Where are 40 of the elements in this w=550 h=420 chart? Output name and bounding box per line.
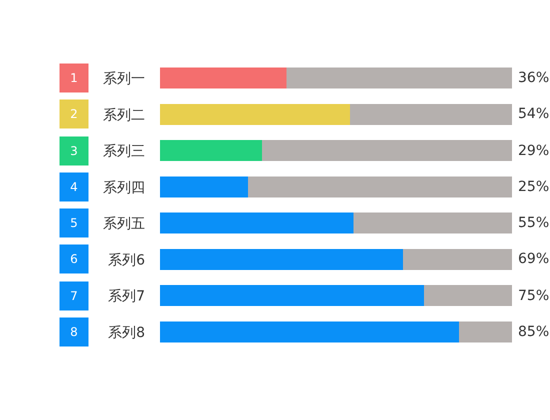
y-tick-label: 系列8 xyxy=(108,324,145,341)
bar xyxy=(350,104,512,125)
bar xyxy=(160,212,354,234)
bar xyxy=(424,285,512,306)
text: 1 xyxy=(70,71,78,85)
text: 6 xyxy=(70,252,78,266)
bar xyxy=(354,212,512,234)
y-tick-label: 系列五 xyxy=(103,216,145,232)
y-tick-label: 系列四 xyxy=(103,180,145,196)
bar xyxy=(160,68,287,89)
bar xyxy=(459,321,512,342)
y-tick-label: 系列7 xyxy=(108,288,145,305)
data-label: 54% xyxy=(518,106,550,122)
data-label: 36% xyxy=(518,70,550,86)
data-label: 55% xyxy=(518,215,550,231)
data-label: 69% xyxy=(518,251,550,267)
y-tick-label: 系列一 xyxy=(103,71,145,88)
data-label: 29% xyxy=(518,143,550,159)
text: 2 xyxy=(70,107,78,121)
bar xyxy=(402,248,512,270)
bar xyxy=(160,321,460,342)
y-tick-label: 系列三 xyxy=(103,144,145,160)
bar xyxy=(262,140,512,162)
text: 3 xyxy=(70,144,78,158)
bar xyxy=(160,285,424,306)
bar xyxy=(160,140,262,162)
bar xyxy=(160,104,350,125)
bar xyxy=(248,176,512,198)
text: 4 xyxy=(70,180,78,194)
text: 5 xyxy=(70,216,78,230)
bar xyxy=(160,176,248,198)
text: 7 xyxy=(70,289,78,303)
data-label: 75% xyxy=(518,288,550,304)
y-tick-label: 系列6 xyxy=(108,252,146,268)
text: 8 xyxy=(70,325,78,339)
data-label: 85% xyxy=(518,324,550,340)
bar xyxy=(286,68,512,89)
data-label: 25% xyxy=(518,179,550,195)
bar xyxy=(160,248,403,270)
y-tick-label: 系列二 xyxy=(103,107,145,124)
